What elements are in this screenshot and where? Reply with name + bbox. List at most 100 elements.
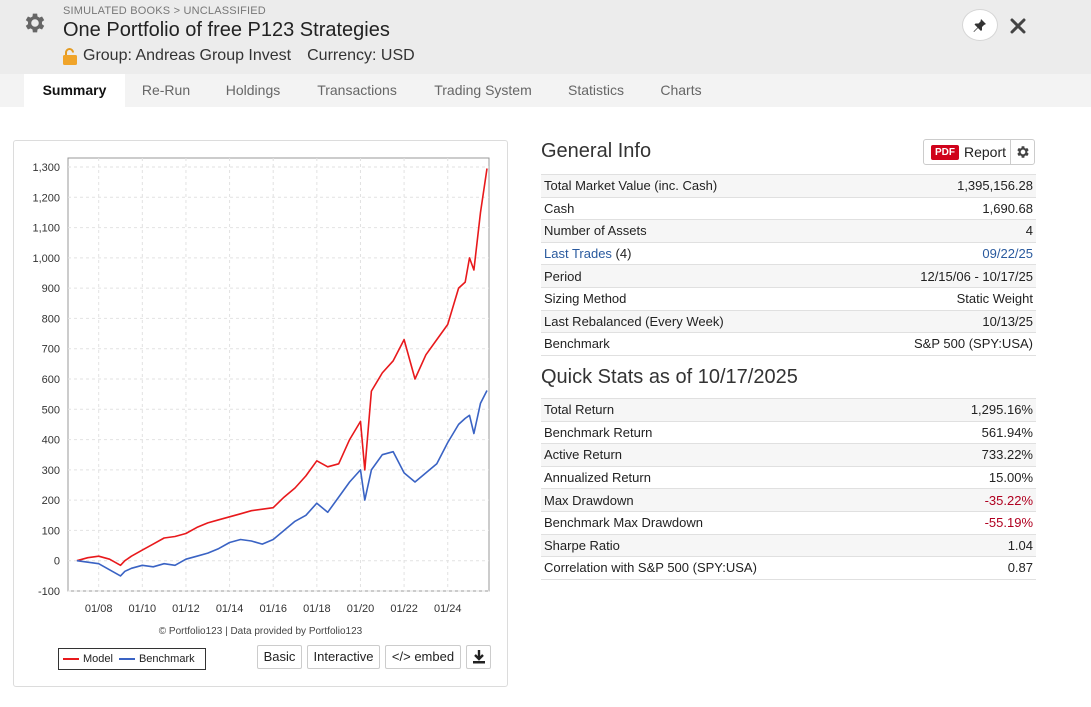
row-label-cell: Last Trades (4) <box>541 242 837 266</box>
row-value: -55.19% <box>918 511 1036 535</box>
row-label: Active Return <box>541 443 919 467</box>
pdf-icon[interactable]: PDF <box>931 144 959 160</box>
series-line-model <box>76 168 488 567</box>
plot-area <box>67 157 490 592</box>
embed-button[interactable]: </> embed <box>385 645 461 669</box>
tab-statistics[interactable]: Statistics <box>567 82 624 98</box>
y-tick-label: 400 <box>42 435 60 447</box>
row-value: 4 <box>836 219 1036 243</box>
table-row: Last Trades (4) 09/22/25 <box>541 242 1036 266</box>
y-tick-label: 500 <box>42 404 60 416</box>
row-label: Correlation with S&P 500 (SPY:USA) <box>541 556 919 580</box>
x-tick-label: 01/08 <box>85 603 113 615</box>
table-row: Active Return 733.22% <box>541 443 1036 467</box>
group-label: Group: Andreas Group Invest <box>83 47 292 64</box>
x-tick-label: 01/18 <box>303 603 331 615</box>
tab-charts[interactable]: Charts <box>660 82 702 98</box>
row-value: 1,690.68 <box>836 197 1036 221</box>
row-value: 0.87 <box>918 556 1036 580</box>
tab-re-run[interactable]: Re-Run <box>141 82 191 98</box>
close-button[interactable] <box>1007 15 1029 37</box>
row-value: 561.94% <box>918 421 1036 445</box>
y-tick-label: 0 <box>54 556 60 568</box>
legend-benchmark[interactable]: Benchmark <box>118 653 195 665</box>
row-value: 15.00% <box>918 466 1036 490</box>
chart-legend: Model Benchmark <box>58 648 206 670</box>
lock-open-icon <box>63 47 77 65</box>
row-label: Number of Assets <box>541 219 837 243</box>
y-tick-label: 1,000 <box>32 253 60 265</box>
tab-holdings[interactable]: Holdings <box>225 82 281 98</box>
table-row: Benchmark S&P 500 (SPY:USA) <box>541 332 1036 356</box>
row-label: Total Market Value (inc. Cash) <box>541 174 837 198</box>
row-label: Benchmark Max Drawdown <box>541 511 919 535</box>
table-row: Sharpe Ratio 1.04 <box>541 534 1036 558</box>
tab-trading-system[interactable]: Trading System <box>434 82 532 98</box>
y-tick-label: 100 <box>42 525 60 537</box>
last-trades-link[interactable]: Last Trades <box>544 246 612 262</box>
pin-button[interactable] <box>962 9 998 41</box>
row-value: 1.04 <box>918 534 1036 558</box>
report-button[interactable]: Report <box>964 144 1007 160</box>
row-label: Sharpe Ratio <box>541 534 919 558</box>
row-label: Benchmark <box>541 332 837 356</box>
row-label: Benchmark Return <box>541 421 919 445</box>
y-tick-label: 800 <box>42 313 60 325</box>
y-tick-label: -100 <box>38 586 60 598</box>
table-row: Sizing Method Static Weight <box>541 287 1036 311</box>
table-row: Cash 1,690.68 <box>541 197 1036 221</box>
currency-label: Currency: USD <box>307 47 415 64</box>
legend-model[interactable]: Model <box>63 653 113 665</box>
interactive-button[interactable]: Interactive <box>307 645 380 669</box>
table-row: Annualized Return 15.00% <box>541 466 1036 490</box>
row-value: 1,395,156.28 <box>836 174 1036 198</box>
row-value: 10/13/25 <box>836 310 1036 334</box>
chart-credit: © Portfolio123 | Data provided by Portfo… <box>158 626 363 637</box>
row-value: -35.22% <box>918 488 1036 512</box>
general-info-table: Total Market Value (inc. Cash) 1,395,156… <box>541 174 1036 356</box>
row-value: S&P 500 (SPY:USA) <box>836 332 1036 356</box>
breadcrumb[interactable]: SIMULATED BOOKS > UNCLASSIFIED <box>63 5 266 17</box>
x-tick-label: 01/20 <box>347 603 375 615</box>
y-tick-label: 1,100 <box>32 223 60 235</box>
table-row: Total Market Value (inc. Cash) 1,395,156… <box>541 174 1036 198</box>
close-icon <box>1010 18 1026 34</box>
tab-summary[interactable]: Summary <box>24 74 125 107</box>
x-tick-label: 01/14 <box>216 603 244 615</box>
x-tick-label: 01/10 <box>129 603 157 615</box>
report-settings-gear-icon[interactable] <box>1015 144 1031 160</box>
quick-stats-table: Total Return 1,295.16% Benchmark Return … <box>541 398 1036 580</box>
table-row: Total Return 1,295.16% <box>541 398 1036 422</box>
x-tick-label: 01/24 <box>434 603 462 615</box>
y-tick-label: 600 <box>42 374 60 386</box>
legend-benchmark-swatch <box>118 658 135 660</box>
tab-bar: Summary Re-Run Holdings Transactions Tra… <box>0 74 1091 107</box>
row-value-cell: 09/22/25 <box>836 242 1036 266</box>
legend-benchmark-label: Benchmark <box>138 653 195 665</box>
table-row: Max Drawdown -35.22% <box>541 488 1036 512</box>
performance-chart[interactable]: 1,300 1,200 1,100 1,000 900 800 700 600 500 400 30… <box>14 141 507 621</box>
row-label: Cash <box>541 197 837 221</box>
tab-transactions[interactable]: Transactions <box>317 82 397 98</box>
x-tick-label: 01/16 <box>259 603 287 615</box>
legend-model-label: Model <box>83 653 113 665</box>
table-row: Correlation with S&P 500 (SPY:USA) 0.87 <box>541 556 1036 580</box>
row-label: Total Return <box>541 398 919 422</box>
y-tick-label: 900 <box>42 283 60 295</box>
table-row: Number of Assets 4 <box>541 219 1036 243</box>
general-info-title: General Info <box>541 140 652 162</box>
portfolio-header: SIMULATED BOOKS > UNCLASSIFIED One Portf… <box>0 0 1091 74</box>
last-trades-count: (4) <box>611 246 632 262</box>
settings-gear-icon[interactable] <box>22 10 48 36</box>
row-label: Annualized Return <box>541 466 919 490</box>
row-label: Last Rebalanced (Every Week) <box>541 310 837 334</box>
table-row: Last Rebalanced (Every Week) 10/13/25 <box>541 310 1036 334</box>
y-tick-label: 1,300 <box>32 162 60 174</box>
download-button[interactable] <box>466 645 491 669</box>
portfolio-meta: Group: Andreas Group Invest Currency: US… <box>63 47 415 65</box>
row-label: Max Drawdown <box>541 488 919 512</box>
basic-button[interactable]: Basic <box>257 645 302 669</box>
last-trades-date-link[interactable]: 09/22/25 <box>982 246 1033 262</box>
row-value: Static Weight <box>836 287 1036 311</box>
performance-chart-card: 1,300 1,200 1,100 1,000 900 800 700 600 500 400 30… <box>13 140 508 687</box>
